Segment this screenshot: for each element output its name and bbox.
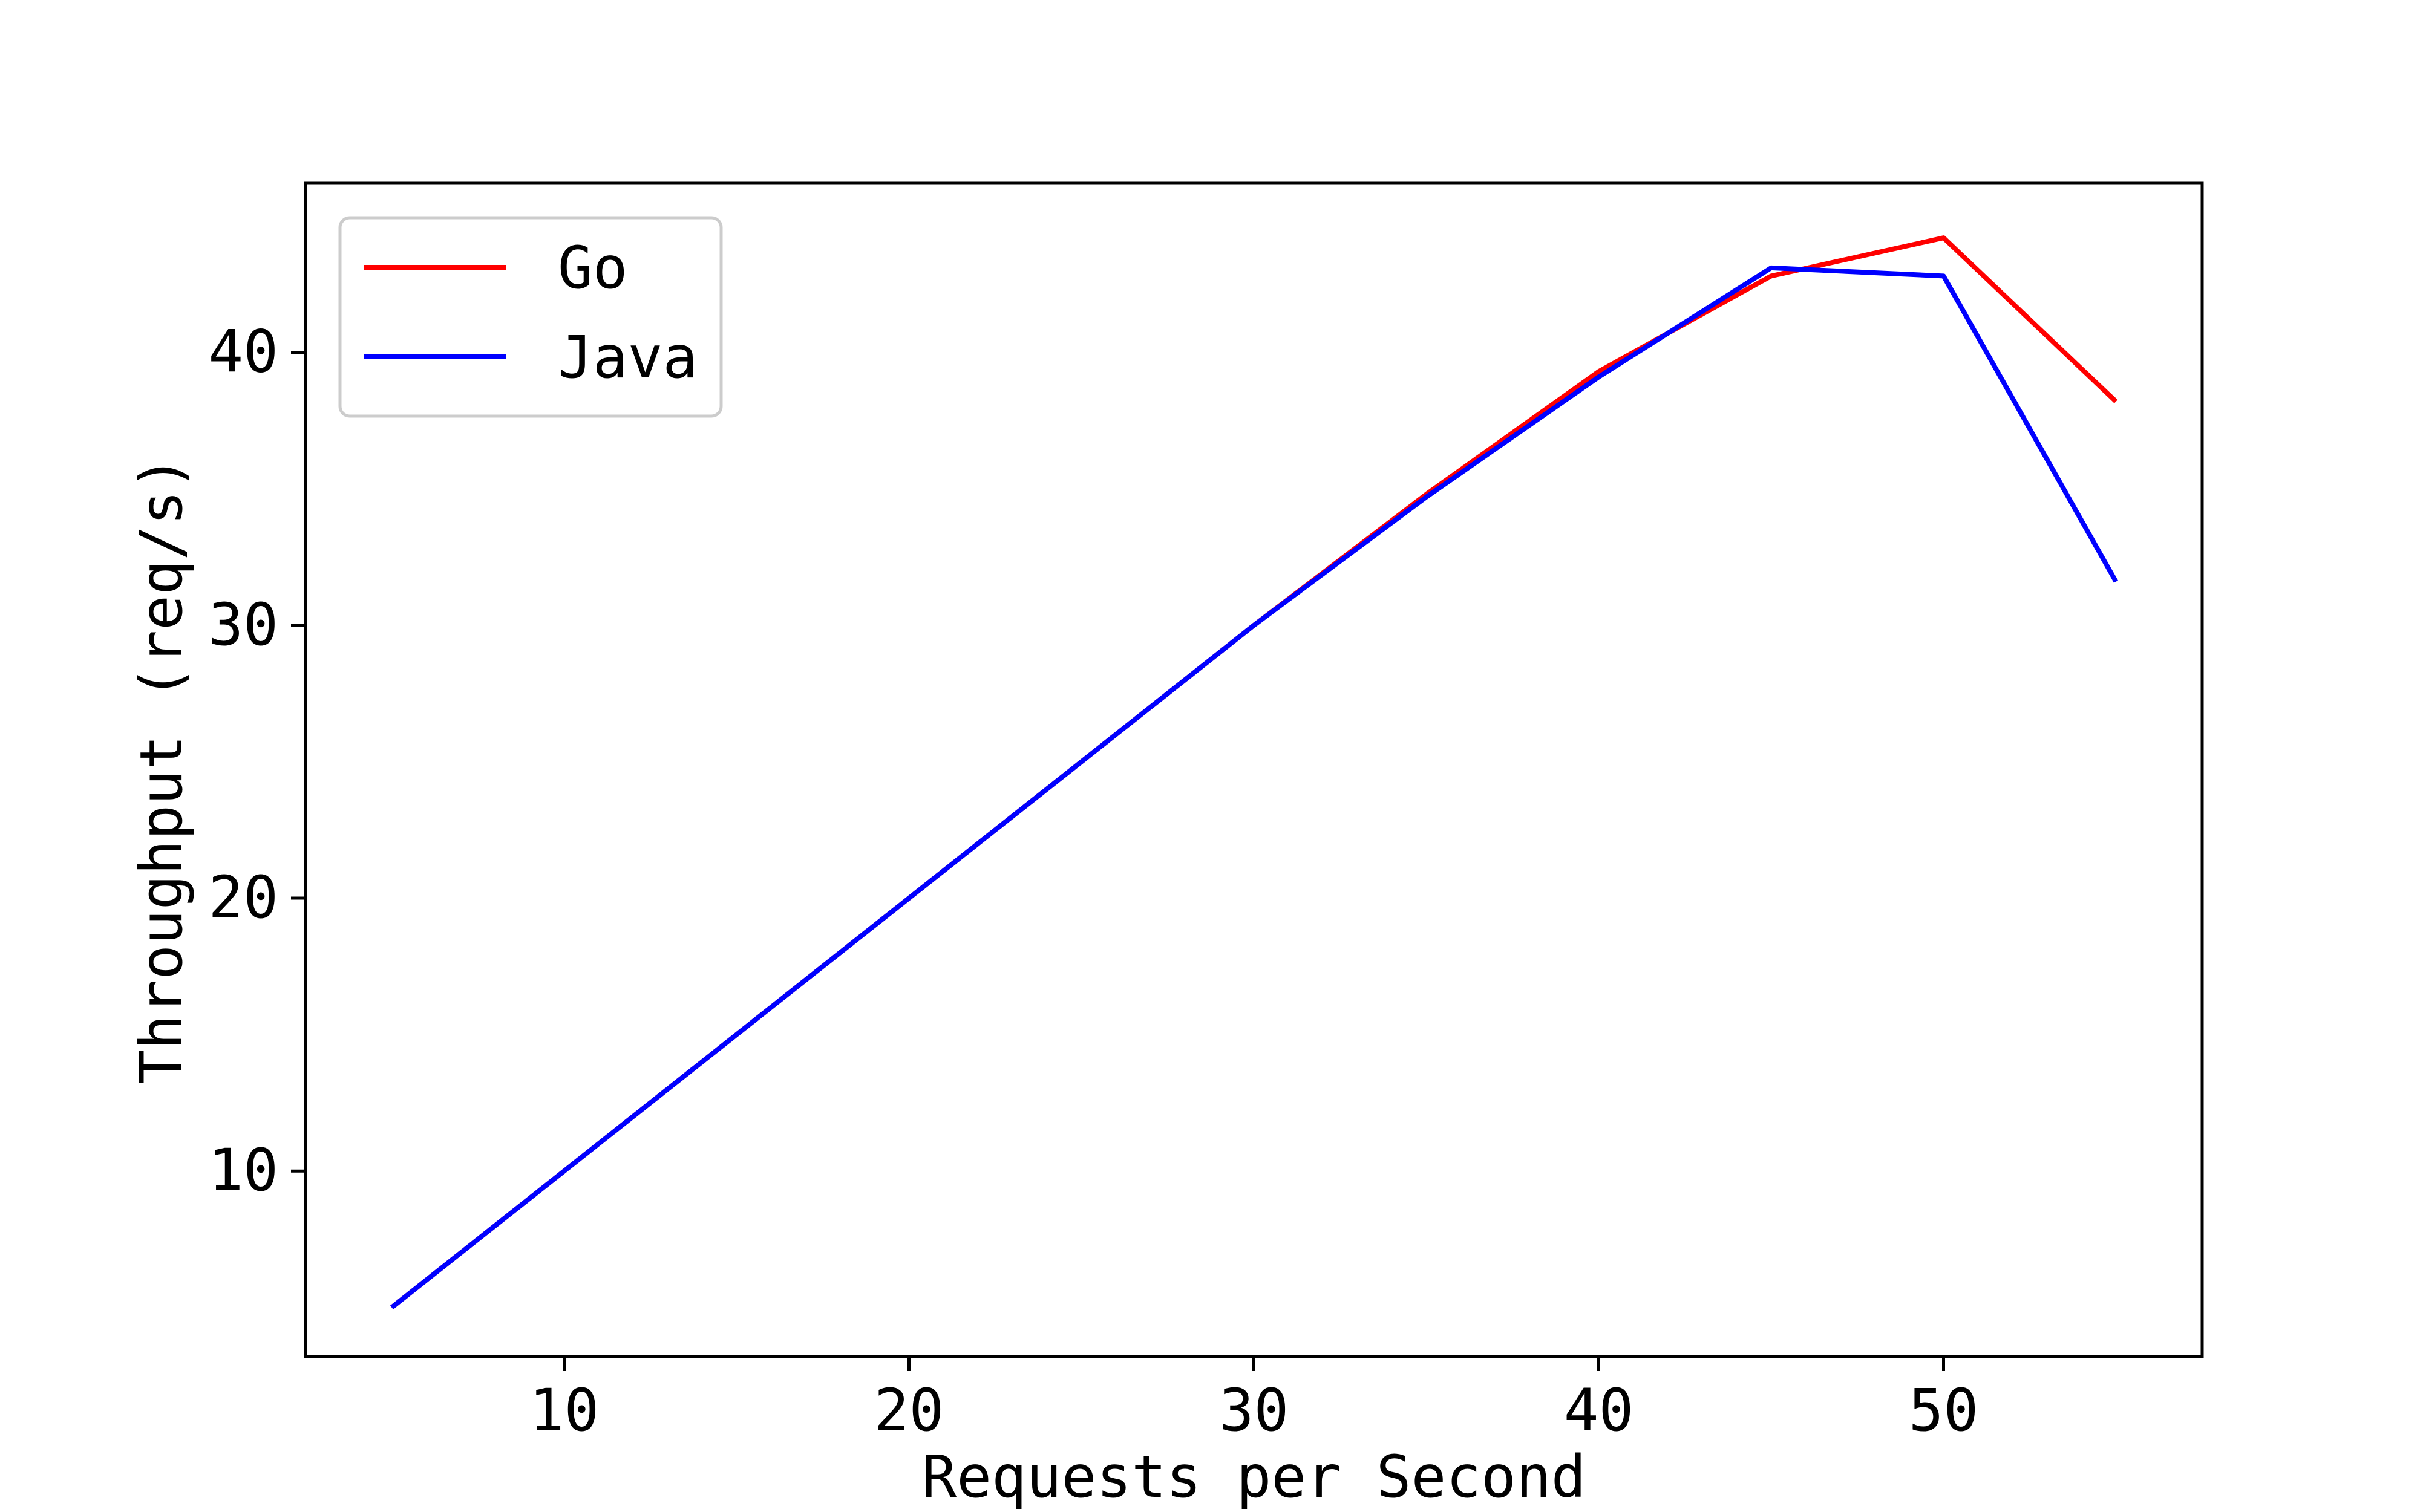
x-tick-label: 10	[529, 1377, 600, 1444]
y-tick-label: 20	[208, 864, 278, 931]
x-tick-label: 40	[1564, 1377, 1634, 1444]
x-tick-label: 30	[1219, 1377, 1289, 1444]
y-tick-label: 40	[208, 318, 278, 386]
legend-label-java: Java	[558, 324, 698, 391]
x-axis-label: Requests per Second	[921, 1443, 1586, 1511]
series-line-java	[390, 265, 2118, 1309]
x-axis-ticks: 10 20 30 40 50	[529, 1357, 1979, 1444]
y-axis-ticks: 10 20 30 40	[208, 318, 306, 1204]
y-tick-label: 30	[208, 591, 278, 659]
y-axis-label: Throughput (req/s)	[128, 455, 195, 1084]
x-tick-label: 20	[874, 1377, 944, 1444]
y-tick-label: 10	[208, 1136, 278, 1204]
x-tick-label: 50	[1909, 1377, 1979, 1444]
series-lines	[390, 235, 2118, 1309]
legend-label-go: Go	[558, 234, 628, 302]
legend: Go Java	[338, 216, 723, 418]
